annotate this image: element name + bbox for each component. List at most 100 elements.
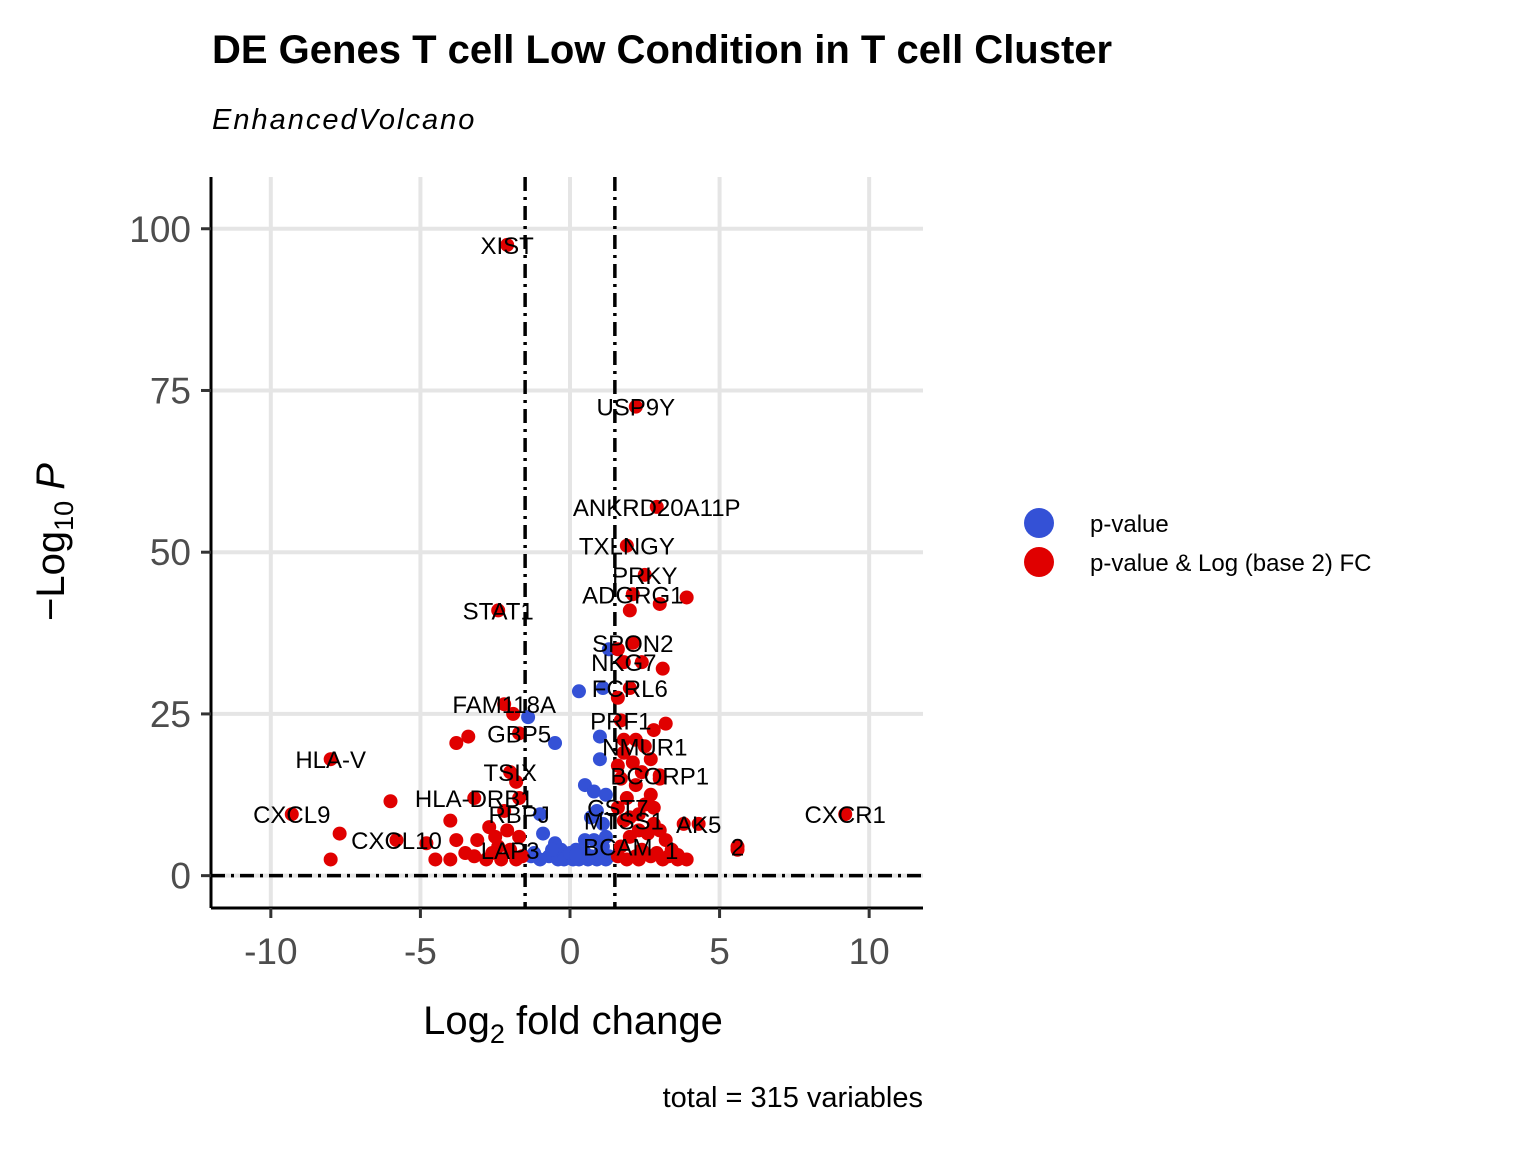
point-pvalue-fc xyxy=(652,771,667,786)
point-pvalue-fc xyxy=(479,852,494,867)
point-pvalue-fc xyxy=(616,745,631,760)
legend-key-pvalue-fc xyxy=(1024,547,1054,577)
y-tick-label: 50 xyxy=(150,532,191,573)
point-pvalue-fc xyxy=(449,833,464,848)
legend-label-pvalue-fc: p-value & Log (base 2) FC xyxy=(1090,550,1371,577)
point-pvalue-fc xyxy=(631,852,646,867)
gene-label: HLA-DRB1 xyxy=(415,786,534,813)
point-pvalue xyxy=(598,852,613,867)
point-pvalue-fc xyxy=(443,852,458,867)
point-pvalue-fc xyxy=(613,771,628,786)
point-pvalue-fc xyxy=(323,852,338,867)
point-pvalue-fc xyxy=(491,839,506,854)
point-pvalue xyxy=(521,710,536,725)
gene-label: ADGRG1 xyxy=(582,582,683,609)
gene-label: NKG7 xyxy=(591,650,656,677)
point-pvalue-fc xyxy=(616,655,631,670)
point-pvalue-fc xyxy=(389,833,404,848)
point-pvalue-fc xyxy=(655,661,670,676)
point-pvalue-fc xyxy=(500,237,515,252)
point-pvalue-fc xyxy=(610,642,625,657)
gene-label: FCRL6 xyxy=(592,676,668,703)
point-pvalue-fc xyxy=(482,820,497,835)
point-pvalue-fc xyxy=(622,603,637,618)
point-pvalue-fc xyxy=(625,755,640,770)
point-pvalue-fc xyxy=(610,690,625,705)
point-pvalue-fc xyxy=(491,603,506,618)
point-pvalue-fc xyxy=(506,706,521,721)
point-pvalue xyxy=(577,833,592,848)
grid-lines xyxy=(211,177,923,908)
point-pvalue-fc xyxy=(512,829,527,844)
gene-label: SPON2 xyxy=(592,631,673,658)
chart-caption: total = 315 variables xyxy=(662,1082,923,1114)
point-pvalue-fc xyxy=(649,499,664,514)
gene-label: AK5 xyxy=(676,812,721,839)
legend-label-pvalue: p-value xyxy=(1090,511,1169,538)
point-pvalue-fc xyxy=(461,729,476,744)
point-pvalue-fc xyxy=(512,726,527,741)
point-pvalue-fc xyxy=(497,803,512,818)
point-pvalue-fc xyxy=(512,791,527,806)
chart-subtitle: EnhancedVolcano xyxy=(212,104,477,136)
x-tick-label: 10 xyxy=(849,931,890,972)
y-tick-label: 100 xyxy=(129,209,191,250)
gene-label: HLA-V xyxy=(295,747,366,774)
gene-label: FAM118A xyxy=(452,692,556,719)
point-pvalue-fc xyxy=(458,846,473,861)
y-tick-label: 0 xyxy=(170,856,191,897)
gene-label: 1 xyxy=(665,838,678,865)
point-pvalue xyxy=(548,736,563,751)
point-pvalue-fc xyxy=(332,826,347,841)
point-pvalue-fc xyxy=(619,791,634,806)
point-pvalue xyxy=(545,842,560,857)
point-pvalue-fc xyxy=(497,697,512,712)
gene-label: CXCR1 xyxy=(805,802,886,829)
point-pvalue-fc xyxy=(509,774,524,789)
gene-label: STAT1 xyxy=(463,598,534,625)
point-pvalue-fc xyxy=(616,732,631,747)
point-pvalue-fc xyxy=(428,852,443,867)
point-pvalue-fc xyxy=(383,794,398,809)
gene-label: ANKRD20A11P xyxy=(573,495,741,522)
point-pvalue-fc xyxy=(649,846,664,861)
point-pvalue-fc xyxy=(679,590,694,605)
point-pvalue-fc xyxy=(467,791,482,806)
point-pvalue-fc xyxy=(652,823,667,838)
point-pvalue-fc xyxy=(509,852,524,867)
point-pvalue-fc xyxy=(443,813,458,828)
point-pvalue-fc xyxy=(631,807,646,822)
y-tick-label: 75 xyxy=(150,370,191,411)
point-pvalue-fc xyxy=(622,681,637,696)
point-pvalue-fc xyxy=(625,587,640,602)
gene-label: BCORP1 xyxy=(610,763,709,790)
x-tick-label: 0 xyxy=(560,931,581,972)
point-pvalue-fc xyxy=(619,538,634,553)
point-pvalue-fc xyxy=(470,833,485,848)
legend: p-value p-value & Log (base 2) FC xyxy=(1024,508,1371,577)
x-axis-title: Log2 fold change xyxy=(423,999,723,1049)
point-pvalue-fc xyxy=(323,752,338,767)
point-pvalue-fc xyxy=(628,399,643,414)
x-tick-label: 5 xyxy=(709,931,730,972)
point-pvalue-fc xyxy=(619,852,634,867)
gene-label: TXLNGY xyxy=(579,534,675,561)
axes xyxy=(201,177,923,918)
x-tick-label: -10 xyxy=(244,931,297,972)
gene-label: XIST xyxy=(480,233,534,260)
gene-label: MTSS1 xyxy=(584,809,664,836)
point-pvalue-fc xyxy=(652,596,667,611)
y-axis-title: −Log10 P xyxy=(29,463,79,621)
point-pvalue-fc xyxy=(643,752,658,767)
point-pvalue-fc xyxy=(610,758,625,773)
point-pvalue xyxy=(583,849,598,864)
legend-key-pvalue xyxy=(1024,508,1054,538)
gene-label: 2 xyxy=(731,835,744,862)
point-pvalue-fc xyxy=(634,765,649,780)
point-pvalue xyxy=(571,684,586,699)
gene-label: PRF1 xyxy=(590,708,651,735)
point-pvalue-fc xyxy=(628,778,643,793)
